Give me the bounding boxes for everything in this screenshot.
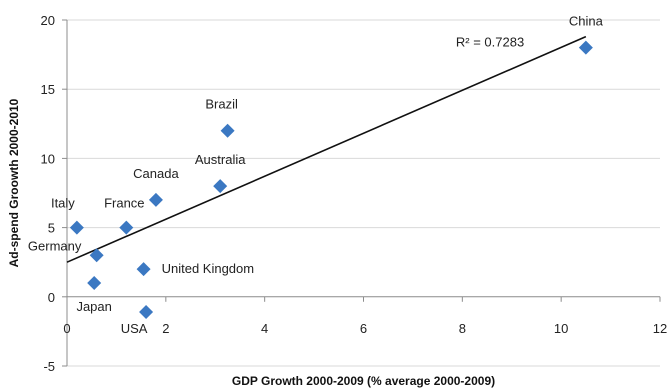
- y-tick-label: 0: [48, 290, 55, 305]
- data-point-marker: [213, 179, 228, 194]
- data-point-marker: [148, 192, 163, 207]
- axes: [62, 19, 661, 367]
- data-point-marker: [89, 248, 104, 263]
- tick-labels: -5 0 5 10 15 20 0 2 4 6 8 10 12: [41, 13, 668, 374]
- x-tick-label: 4: [261, 321, 268, 336]
- data-point-marker: [119, 220, 134, 235]
- y-tick-label: 5: [48, 221, 55, 236]
- gridlines: [67, 19, 660, 367]
- trendline: [66, 35, 587, 263]
- y-tick-label: 20: [41, 13, 55, 28]
- data-point-label: Japan: [76, 299, 111, 314]
- data-point-label: Germany: [28, 238, 82, 253]
- x-tick-label: 8: [459, 321, 466, 336]
- x-tick-label: 12: [653, 321, 667, 336]
- data-point-label: Italy: [51, 196, 75, 211]
- data-point-marker: [220, 123, 235, 138]
- data-point-marker: [87, 275, 102, 290]
- data-point-label: China: [569, 14, 604, 29]
- data-point-label: Australia: [195, 152, 246, 167]
- data-point-marker: [69, 220, 84, 235]
- trendline-group: R² = 0.7283: [66, 35, 587, 263]
- x-tick-label: 2: [162, 321, 169, 336]
- x-tick-label: 0: [63, 321, 70, 336]
- x-axis-title: GDP Growth 2000-2009 (% average 2000-200…: [232, 374, 495, 388]
- data-point-label: USA: [121, 321, 148, 336]
- point-labels: Italy Germany Japan France Canada United King…: [28, 14, 604, 336]
- data-point-label: France: [104, 196, 144, 211]
- data-point-label: Canada: [133, 166, 179, 181]
- data-point-marker: [139, 305, 154, 320]
- y-tick-label: 15: [41, 82, 55, 97]
- r-squared-label: R² = 0.7283: [456, 35, 524, 50]
- data-points: [69, 40, 593, 320]
- y-axis-title: Ad-spend Groowth 2000-2010: [7, 98, 21, 267]
- data-point-label: Brazil: [205, 97, 238, 112]
- x-tick-label: 10: [554, 321, 568, 336]
- data-point-label: United Kingdom: [162, 261, 255, 276]
- data-point-marker: [136, 262, 151, 277]
- x-tick-label: 6: [360, 321, 367, 336]
- data-point-marker: [578, 40, 593, 55]
- y-tick-label: 10: [41, 151, 55, 166]
- y-tick-label: -5: [43, 359, 55, 374]
